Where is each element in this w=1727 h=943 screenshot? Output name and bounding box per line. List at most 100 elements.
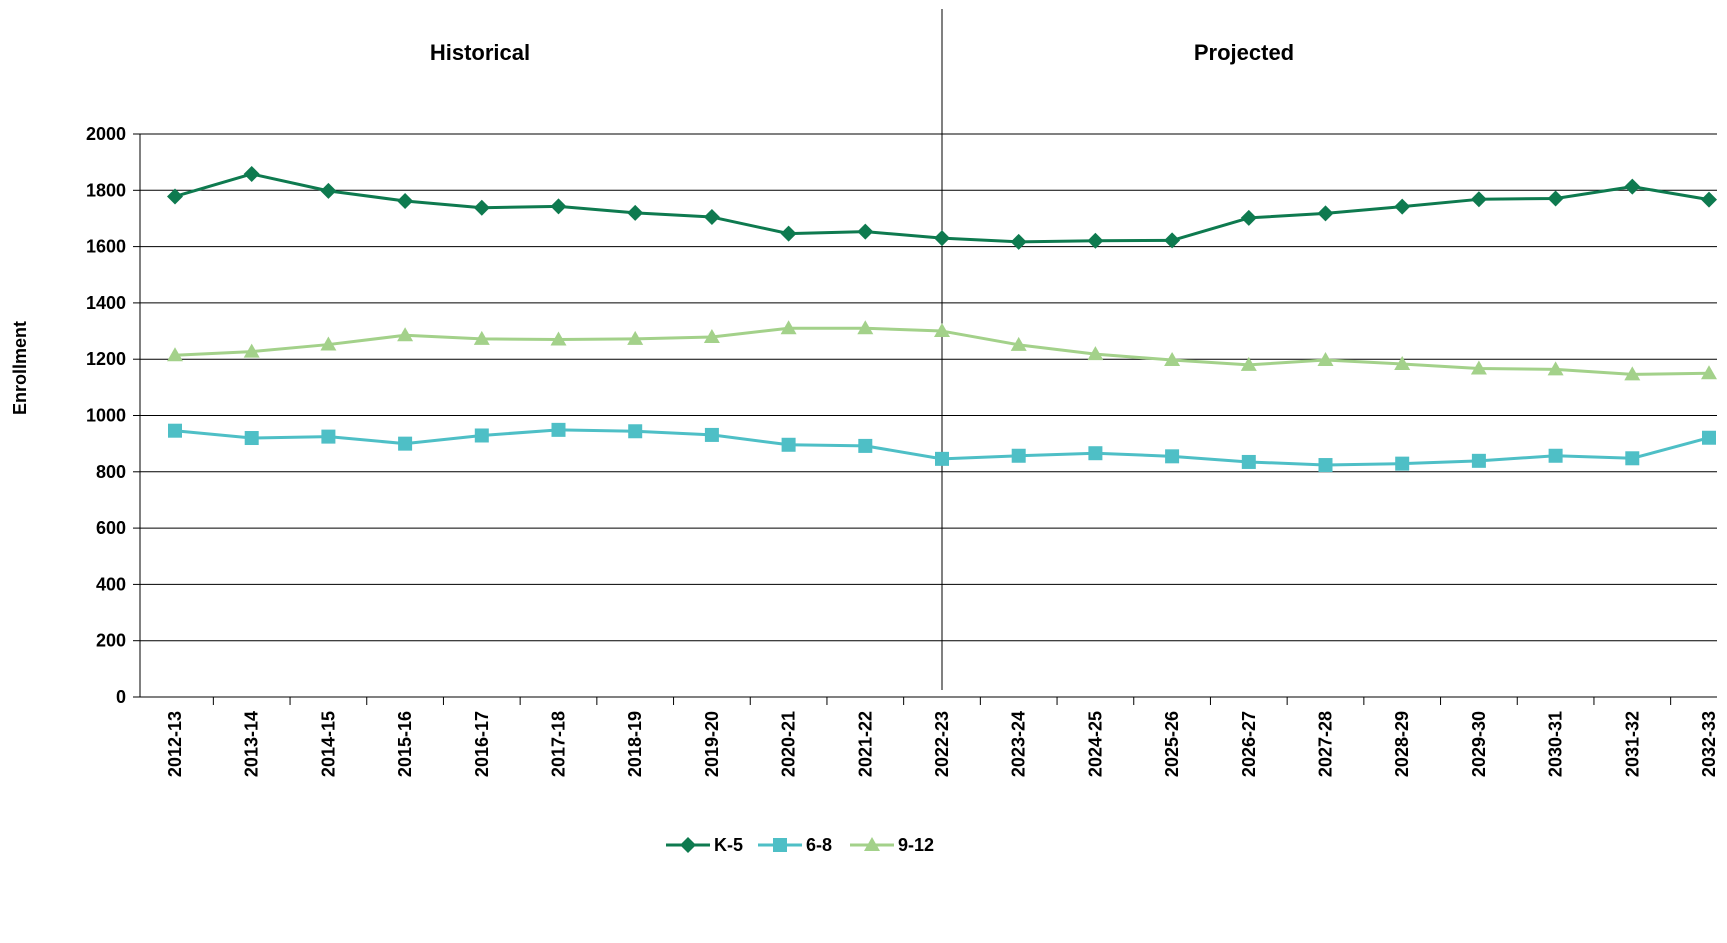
- data-point-k-5: [1701, 191, 1717, 208]
- data-point-9-12: [397, 327, 414, 342]
- x-tick-label: 2026-27: [1239, 711, 1259, 777]
- data-point-6-8: [474, 428, 489, 443]
- x-tick-label: 2030-31: [1546, 711, 1566, 777]
- data-point-k-5: [934, 230, 950, 247]
- x-tick-label: 2022-23: [932, 711, 952, 777]
- legend-label: K-5: [714, 835, 743, 855]
- data-point-9-12: [1317, 352, 1334, 367]
- x-tick-label: 2031-32: [1622, 711, 1642, 777]
- data-point-k-5: [703, 209, 720, 226]
- data-point-9-12: [1470, 360, 1487, 375]
- data-point-k-5: [857, 223, 874, 240]
- y-tick-label: 1400: [86, 293, 126, 313]
- y-tick-label: 400: [96, 574, 126, 594]
- data-point-k-5: [1240, 209, 1257, 226]
- data-point-k-5: [1394, 198, 1411, 215]
- x-tick-label: 2014-15: [318, 711, 338, 777]
- x-tick-label: 2021-22: [855, 711, 875, 777]
- data-point-k-5: [397, 192, 414, 209]
- y-tick-label: 1600: [86, 237, 126, 257]
- data-point-9-12: [1624, 366, 1641, 381]
- y-tick-label: 1200: [86, 349, 126, 369]
- x-tick-label: 2027-28: [1316, 711, 1336, 777]
- data-point-9-12: [1547, 361, 1564, 376]
- y-tick-label: 1000: [86, 406, 126, 426]
- data-point-k-5: [1164, 232, 1181, 249]
- y-tick-label: 2000: [86, 124, 126, 144]
- data-point-6-8: [1011, 448, 1026, 463]
- data-point-6-8: [1702, 430, 1716, 445]
- y-tick-label: 1800: [86, 180, 126, 200]
- y-axis-title: Enrollment: [10, 321, 30, 415]
- data-point-6-8: [1318, 458, 1333, 473]
- data-point-9-12: [1010, 336, 1027, 351]
- data-point-9-12: [703, 328, 720, 343]
- y-tick-label: 600: [96, 518, 126, 538]
- x-tick-label: 2015-16: [395, 711, 415, 777]
- data-point-9-12: [167, 347, 183, 362]
- x-tick-label: 2025-26: [1162, 711, 1182, 777]
- data-point-k-5: [473, 199, 490, 216]
- data-point-9-12: [934, 323, 950, 338]
- data-point-6-8: [1548, 448, 1563, 463]
- x-tick-label: 2020-21: [779, 711, 799, 777]
- y-tick-label: 800: [96, 462, 126, 482]
- x-tick-label: 2023-24: [1009, 711, 1029, 777]
- data-point-9-12: [1164, 352, 1181, 367]
- data-point-k-5: [627, 204, 644, 221]
- data-point-k-5: [550, 198, 567, 215]
- data-point-k-5: [1317, 205, 1334, 222]
- data-point-9-12: [473, 330, 490, 345]
- data-point-k-5: [780, 225, 797, 242]
- legend-label: 9-12: [898, 835, 934, 855]
- data-point-6-8: [1395, 456, 1410, 471]
- data-point-9-12: [857, 320, 874, 335]
- legend-marker-9-12: [864, 837, 880, 851]
- x-tick-label: 2024-25: [1085, 711, 1105, 777]
- series-6-8: [168, 422, 1716, 473]
- legend-item-6-8: 6-8: [758, 835, 832, 855]
- data-point-6-8: [858, 438, 873, 453]
- series-lines: [167, 165, 1717, 473]
- data-point-6-8: [704, 427, 719, 442]
- data-point-6-8: [1165, 449, 1180, 464]
- x-tick-label: 2032-33: [1699, 711, 1719, 777]
- data-point-k-5: [1010, 233, 1027, 250]
- section-label-projected: Projected: [1194, 40, 1294, 65]
- data-point-k-5: [1087, 232, 1104, 249]
- data-point-6-8: [398, 436, 413, 451]
- data-point-9-12: [780, 320, 797, 335]
- data-point-6-8: [244, 431, 259, 446]
- legend-item-k-5: K-5: [666, 835, 743, 855]
- data-point-6-8: [1241, 454, 1256, 469]
- data-point-9-12: [1394, 355, 1411, 370]
- x-tick-label: 2017-18: [549, 711, 569, 777]
- data-point-k-5: [243, 165, 260, 182]
- data-point-6-8: [935, 451, 949, 466]
- data-point-9-12: [627, 330, 644, 345]
- data-point-9-12: [1240, 356, 1257, 371]
- data-point-9-12: [320, 336, 337, 351]
- data-point-6-8: [1471, 453, 1486, 468]
- axes: [133, 133, 1717, 705]
- series-k-5: [167, 165, 1717, 250]
- data-point-6-8: [1088, 446, 1103, 461]
- data-point-6-8: [551, 422, 566, 437]
- gridlines: [140, 133, 1717, 642]
- data-point-k-5: [1547, 190, 1564, 207]
- legend-label: 6-8: [806, 835, 832, 855]
- x-tick-label: 2013-14: [242, 711, 262, 777]
- data-point-9-12: [243, 343, 260, 358]
- y-tick-label: 0: [116, 687, 126, 707]
- y-tick-label: 200: [96, 631, 126, 651]
- data-point-9-12: [1701, 365, 1717, 380]
- x-tick-label: 2018-19: [625, 711, 645, 777]
- legend-marker-6-8: [773, 838, 787, 852]
- data-point-6-8: [628, 424, 643, 439]
- x-tick-label: 2028-29: [1392, 711, 1412, 777]
- data-point-6-8: [168, 423, 182, 438]
- legend-item-9-12: 9-12: [850, 835, 934, 855]
- legend-marker-k-5: [680, 837, 696, 853]
- data-point-9-12: [550, 331, 567, 346]
